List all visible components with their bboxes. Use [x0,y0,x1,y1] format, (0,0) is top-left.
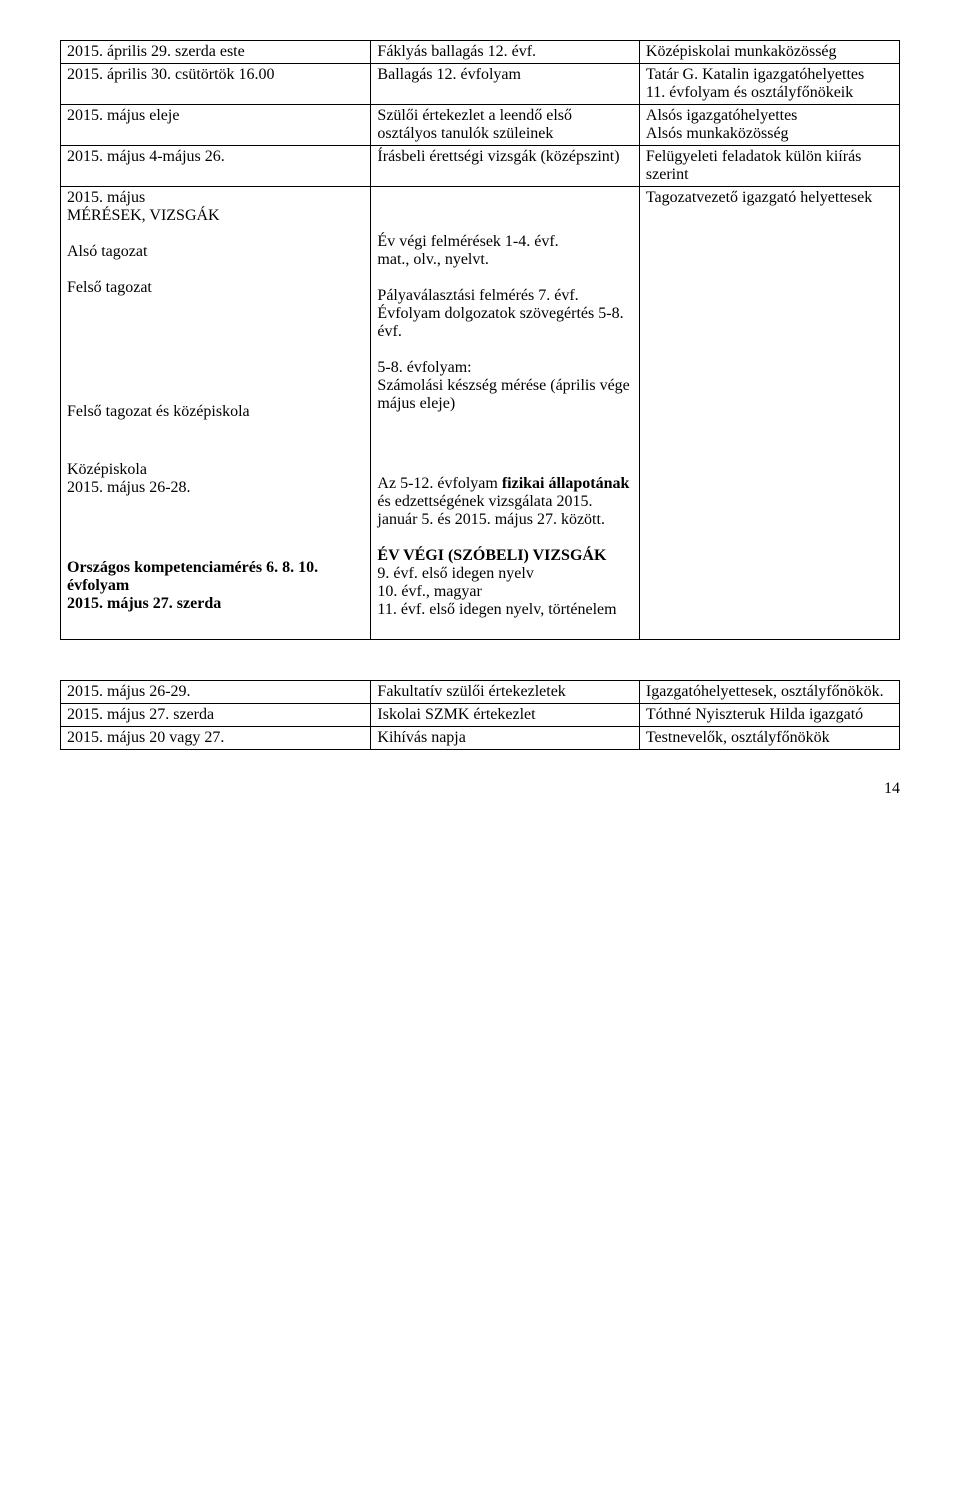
table-cell: Igazgatóhelyettesek, osztályfőnökök. [639,681,899,704]
table-row: 2015. május 20 vagy 27.Kihívás napjaTest… [61,727,900,750]
table-cell: 2015. április 29. szerda este [61,41,371,64]
table-cell-col1: 2015. májusMÉRÉSEK, VIZSGÁKAlsó tagozatF… [61,187,371,640]
table-cell: 2015. május eleje [61,105,371,146]
table-row: 2015. május 26-29.Fakultatív szülői érte… [61,681,900,704]
table-row-merged: 2015. májusMÉRÉSEK, VIZSGÁKAlsó tagozatF… [61,187,900,640]
table-cell-col3: Tagozatvezető igazgató helyettesek [639,187,899,640]
table-row: 2015. április 29. szerda esteFáklyás bal… [61,41,900,64]
schedule-table-lower: 2015. május 26-29.Fakultatív szülői érte… [60,680,900,750]
table-row: 2015. május 27. szerdaIskolai SZMK értek… [61,704,900,727]
table-row: 2015. május 4-május 26.Írásbeli érettség… [61,146,900,187]
table-cell: Testnevelők, osztályfőnökök [639,727,899,750]
table-cell: 2015. április 30. csütörtök 16.00 [61,64,371,105]
table-cell-col2: Év végi felmérések 1-4. évf.mat., olv., … [371,187,639,640]
table-cell: 2015. május 26-29. [61,681,371,704]
table-cell: 2015. május 27. szerda [61,704,371,727]
table-cell: Alsós igazgatóhelyettesAlsós munkaközöss… [639,105,899,146]
table-cell: Kihívás napja [371,727,639,750]
table-cell: Tatár G. Katalin igazgatóhelyettes11. év… [639,64,899,105]
table-cell: Iskolai SZMK értekezlet [371,704,639,727]
table-cell: Fakultatív szülői értekezletek [371,681,639,704]
schedule-table-upper: 2015. április 29. szerda esteFáklyás bal… [60,40,900,640]
table-cell: Felügyeleti feladatok külön kiírás szeri… [639,146,899,187]
page-number: 14 [60,780,900,798]
table-cell: Írásbeli érettségi vizsgák (középszint) [371,146,639,187]
table-cell: Fáklyás ballagás 12. évf. [371,41,639,64]
table-row: 2015. április 30. csütörtök 16.00Ballagá… [61,64,900,105]
table-cell: Szülői értekezlet a leendő első osztályo… [371,105,639,146]
table-cell: 2015. május 4-május 26. [61,146,371,187]
table-cell: 2015. május 20 vagy 27. [61,727,371,750]
table-row: 2015. május elejeSzülői értekezlet a lee… [61,105,900,146]
table-cell: Középiskolai munkaközösség [639,41,899,64]
table-cell: Ballagás 12. évfolyam [371,64,639,105]
table-cell: Tóthné Nyiszteruk Hilda igazgató [639,704,899,727]
